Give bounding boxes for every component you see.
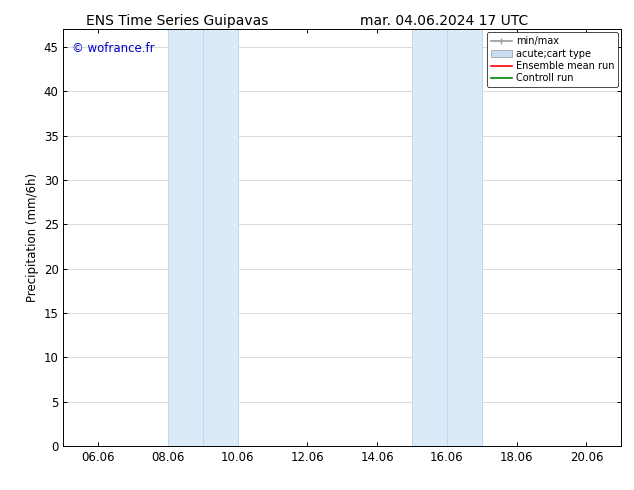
Bar bbox=[412, 29, 447, 446]
Text: © wofrance.fr: © wofrance.fr bbox=[72, 42, 155, 55]
Bar bbox=[203, 29, 238, 446]
Bar bbox=[447, 29, 482, 446]
Y-axis label: Precipitation (mm/6h): Precipitation (mm/6h) bbox=[27, 173, 39, 302]
Text: mar. 04.06.2024 17 UTC: mar. 04.06.2024 17 UTC bbox=[359, 14, 528, 28]
Text: ENS Time Series Guipavas: ENS Time Series Guipavas bbox=[86, 14, 269, 28]
Bar bbox=[168, 29, 203, 446]
Legend: min/max, acute;cart type, Ensemble mean run, Controll run: min/max, acute;cart type, Ensemble mean … bbox=[487, 32, 618, 87]
